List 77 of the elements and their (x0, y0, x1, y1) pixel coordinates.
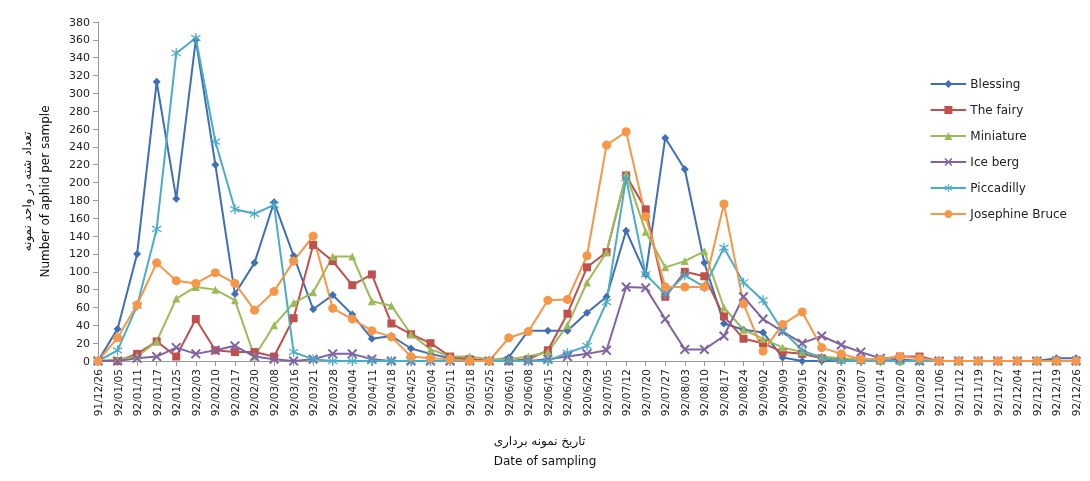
x-tick-label: 92/06/22 (561, 369, 574, 417)
x-tick-label: 92/12/19 (1050, 369, 1063, 417)
x-tick-label: 92/08/24 (737, 368, 750, 417)
x-tick-label: 920/9/09 (776, 369, 789, 417)
y-tick-label: 80 (76, 283, 90, 297)
x-tick-label: 92/08/10 (698, 369, 711, 417)
y-tick-label: 0 (83, 354, 90, 368)
y-tick-label: 280 (69, 104, 90, 118)
y-tick-label: 140 (69, 229, 90, 243)
x-tick-label: 92/01/25 (170, 369, 183, 417)
x-tick-label: 92/12/26 (1070, 368, 1082, 417)
legend-label: The fairy (969, 103, 1024, 117)
x-tick-label: 92/09/29 (835, 369, 848, 417)
legend-label: Ice berg (970, 155, 1020, 169)
legend-label: Piccadilly (970, 181, 1026, 195)
x-tick-label: 92/03/08 (268, 369, 281, 417)
y-tick-label: 200 (69, 176, 90, 190)
x-tick-label: 92/02/03 (189, 369, 202, 417)
x-tick-label: 92/09/22 (815, 369, 828, 417)
y-tick-label: 120 (69, 247, 90, 261)
x-tick-label: 91/12/26 (92, 368, 104, 417)
x-tick-label: 92/01/11 (131, 369, 144, 417)
y-tick-label: 380 (69, 15, 90, 29)
x-tick-label: 92/04/11 (365, 369, 378, 417)
x-tick-label: 92/10/07 (854, 369, 867, 417)
x-tick-label: 92/02/17 (228, 369, 241, 417)
x-tick-label: 92/05/18 (463, 369, 476, 417)
y-tick-label: 220 (69, 158, 90, 172)
x-tick-label: 92/05/11 (444, 369, 457, 417)
x-tick-label: 92/04/18 (385, 369, 398, 417)
x-tick-label: 92/03/28 (326, 369, 339, 417)
x-tick-label: 92/10/20 (893, 369, 906, 417)
x-tick-label: 92/10/28 (913, 369, 926, 417)
x-tick-label: 92/07/27 (659, 369, 672, 417)
x-tick-label: 92/12/04 (1011, 368, 1024, 417)
x-tick-label: 92/01/05 (111, 369, 124, 417)
x-tick-label: 92/04/04 (346, 368, 359, 417)
x-tick-label: 92/03/16 (287, 368, 300, 417)
x-tick-label: 92/10/14 (874, 368, 887, 417)
y-tick-label: 260 (69, 122, 90, 136)
legend-label: Miniature (970, 129, 1027, 143)
x-tick-label: 92/07/12 (620, 369, 633, 417)
y-tick-label: 340 (69, 51, 90, 65)
x-tick-label: 92/05/04 (424, 368, 437, 417)
x-tick-label: 92/11/12 (952, 369, 965, 417)
legend-label: Blessing (970, 77, 1021, 91)
x-tick-label: 92/08/03 (678, 369, 691, 417)
legend-label: Josephine Bruce (969, 207, 1068, 221)
y-tick-label: 320 (69, 69, 90, 83)
x-tick-label: 92/08/17 (717, 369, 730, 417)
x-tick-label: 920/6/29 (581, 369, 593, 417)
x-tick-label: 92/06/15 (541, 369, 554, 417)
y-tick-label: 100 (69, 265, 90, 279)
y-tick-label: 360 (69, 33, 90, 47)
x-tick-label: 92/09/16 (796, 368, 809, 417)
y-tick-label: 300 (69, 86, 90, 100)
x-tick-label: 92/11/27 (991, 369, 1004, 417)
x-tick-label: 92/06/08 (522, 369, 535, 417)
x-tick-label: 92/07/05 (600, 369, 613, 417)
y-tick-label: 240 (69, 140, 90, 154)
x-tick-label: 92/01/17 (150, 369, 163, 417)
y-tick-label: 60 (76, 300, 90, 314)
x-tick-label: 92/12/11 (1030, 369, 1043, 417)
x-tick-label: 92/11/06 (933, 368, 946, 417)
x-tick-label: 92/04/25 (404, 369, 417, 417)
y-tick-label: 160 (69, 211, 90, 225)
x-tick-label: 92/11/19 (972, 369, 985, 417)
x-tick-label: 92/06/01 (502, 369, 515, 417)
y-tick-label: 40 (76, 318, 90, 332)
x-tick-label: 92/02/30 (248, 369, 261, 417)
y-tick-label: 180 (69, 193, 90, 207)
x-tick-label: 92/09/02 (757, 369, 770, 417)
x-tick-label: 92/07/20 (639, 369, 652, 417)
x-tick-label: 92/03/21 (307, 369, 320, 417)
x-tick-label: 92/02/10 (209, 369, 222, 417)
y-tick-label: 20 (76, 336, 90, 350)
x-tick-label: 92/05/25 (483, 369, 496, 417)
